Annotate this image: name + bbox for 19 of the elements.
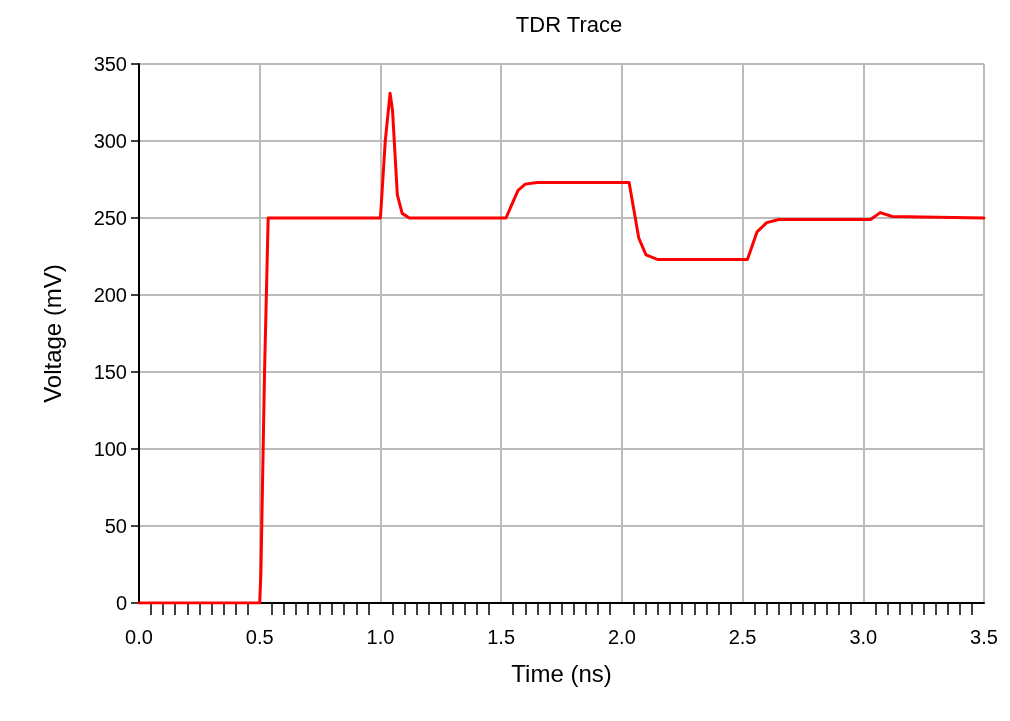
x-tick-label: 3.0 xyxy=(849,626,878,648)
y-tick-label: 250 xyxy=(93,207,127,229)
y-tick-label: 50 xyxy=(104,515,127,537)
x-axis-title: Time (ns) xyxy=(511,659,612,687)
chart-title: TDR Trace xyxy=(515,11,623,37)
x-tick-label: 0.5 xyxy=(245,626,274,648)
x-tick-label: 1.0 xyxy=(366,626,395,648)
y-tick-label: 350 xyxy=(93,53,127,75)
y-tick-label: 300 xyxy=(93,130,127,152)
x-tick-label: 2.5 xyxy=(728,626,757,648)
x-tick-label: 3.5 xyxy=(970,626,998,648)
y-tick-label: 200 xyxy=(93,284,127,306)
y-tick-label: 0 xyxy=(115,592,127,614)
x-tick-label: 1.5 xyxy=(487,626,516,648)
y-axis-title: Voltage (mV) xyxy=(38,264,66,403)
x-tick-label: 0.0 xyxy=(125,626,153,648)
y-tick-label: 100 xyxy=(93,438,127,460)
y-tick-label: 150 xyxy=(93,361,127,383)
x-tick-label: 2.0 xyxy=(607,626,636,648)
